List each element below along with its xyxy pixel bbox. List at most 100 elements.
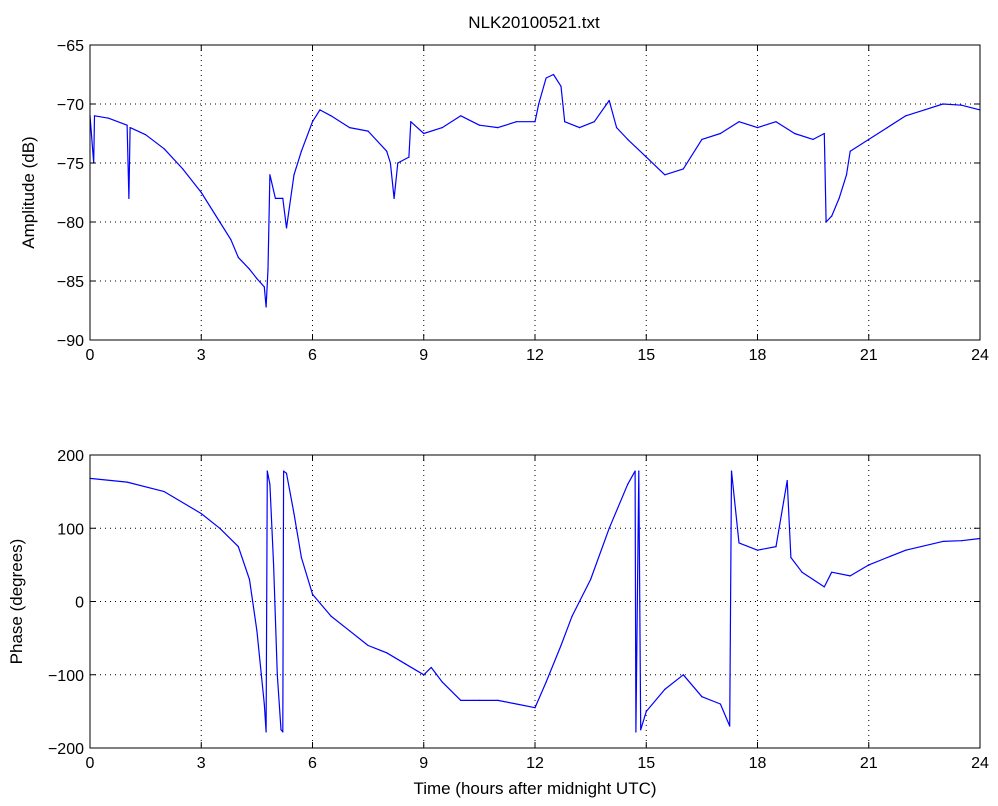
amplitude-data-point (823, 132, 825, 135)
phase-data-point (545, 681, 547, 683)
phase-data-point (756, 549, 759, 551)
amplitude-data-point (348, 127, 351, 129)
amplitude-x-tick-label: 21 (860, 347, 878, 364)
phase-data-point (719, 703, 722, 705)
amplitude-data-point (393, 197, 395, 199)
amplitude-data-point (560, 85, 562, 87)
phase-data-point (330, 615, 332, 617)
phase-data-point (285, 472, 288, 474)
phase-x-tick-label: 6 (308, 755, 317, 772)
phase-data-point (627, 483, 629, 485)
phase-data-point (738, 542, 740, 544)
phase-x-tick-label: 21 (860, 755, 878, 772)
amplitude-data-point (825, 221, 827, 223)
phase-data-point (276, 674, 278, 676)
phase-data-point (300, 556, 302, 559)
amplitude-data-point (812, 138, 814, 140)
phase-x-tick-label: 18 (749, 755, 767, 772)
phase-data-point (460, 699, 462, 701)
amplitude-data-point (145, 134, 147, 136)
phase-data-point (272, 564, 275, 566)
amplitude-data-point (838, 197, 840, 199)
phase-data-point (831, 571, 833, 573)
phase-data-point (905, 549, 907, 551)
phase-data-point (266, 470, 268, 472)
amplitude-data-point (269, 174, 271, 176)
amplitude-data-point (564, 121, 566, 123)
phase-data-point (638, 470, 640, 472)
amplitude-data-point (93, 115, 96, 117)
phase-y-tick-label: −100 (48, 668, 84, 685)
amplitude-data-point (107, 117, 110, 119)
phase-data-point (635, 731, 637, 733)
phase-data-point (634, 470, 636, 472)
phase-x-tick-label: 9 (419, 755, 428, 772)
phase-data-point (942, 540, 944, 543)
amplitude-y-tick-label: −80 (57, 215, 84, 232)
amplitude-data-point (538, 103, 540, 105)
amplitude-data-point (386, 150, 388, 152)
amplitude-data-point (397, 162, 399, 164)
phase-data-point (293, 513, 295, 515)
phase-data-point (664, 688, 666, 691)
phase-data-point (608, 527, 610, 529)
phase-data-point (219, 527, 221, 529)
amplitude-data-point (163, 148, 165, 150)
amplitude-data-point (182, 168, 184, 170)
phase-data-point (682, 674, 684, 676)
amplitude-x-tick-label: 0 (86, 347, 95, 364)
amplitude-y-tick-label: −85 (57, 274, 84, 291)
phase-y-axis-label: Phase (degrees) (7, 539, 26, 665)
figure-title: NLK20100521.txt (468, 13, 600, 32)
amplitude-x-tick-label: 6 (308, 347, 317, 364)
amplitude-data-point (645, 156, 647, 158)
amplitude-data-point (285, 227, 288, 229)
amplitude-y-tick-label: −65 (57, 38, 84, 55)
phase-x-tick-label: 24 (971, 755, 989, 772)
phase-axes: 0 3 6 9 12 15 18 21 24 −200 −100 0 100 200 Phase (degr… (7, 448, 989, 798)
amplitude-data-point (793, 132, 796, 135)
amplitude-data-point (545, 77, 547, 79)
amplitude-data-point (267, 268, 269, 270)
phase-data-point (430, 666, 432, 669)
amplitude-data-point (756, 127, 759, 129)
phase-data-point (497, 699, 499, 701)
phase-data-point (886, 556, 888, 559)
phase-y-tick-label: 100 (57, 521, 84, 538)
phase-data-point (237, 545, 239, 548)
phase-data-point (849, 575, 851, 577)
amplitude-data-point (263, 286, 265, 288)
amplitude-data-point (775, 121, 777, 123)
phase-data-point (282, 731, 284, 733)
amplitude-data-point (552, 73, 555, 76)
amplitude-data-point (515, 121, 518, 123)
phase-data-point (404, 663, 406, 665)
amplitude-data-point (886, 127, 888, 129)
phase-data-point (590, 578, 592, 581)
amplitude-data-point (311, 121, 314, 123)
amplitude-data-point (923, 109, 925, 111)
amplitude-data-point (248, 268, 251, 270)
phase-data-point (571, 615, 573, 617)
amplitude-series-line (89, 73, 981, 308)
phase-data-point (790, 556, 792, 559)
amplitude-data-point (460, 115, 462, 117)
amplitude-data-point (300, 150, 302, 152)
amplitude-data-point (126, 124, 128, 126)
amplitude-x-tick-label: 12 (526, 347, 544, 364)
amplitude-data-point (831, 215, 833, 217)
phase-data-point (640, 729, 642, 731)
phase-data-point (560, 644, 562, 647)
amplitude-data-point (423, 132, 425, 135)
phase-data-point (441, 681, 443, 683)
amplitude-data-point (478, 124, 480, 126)
amplitude-data-point (497, 127, 499, 129)
phase-data-point (126, 481, 128, 483)
phase-data-point (163, 491, 165, 493)
phase-data-point (265, 731, 267, 733)
amplitude-data-point (627, 138, 629, 140)
amplitude-data-point (608, 99, 610, 102)
phase-data-point (478, 699, 480, 701)
amplitude-data-point (578, 127, 581, 129)
